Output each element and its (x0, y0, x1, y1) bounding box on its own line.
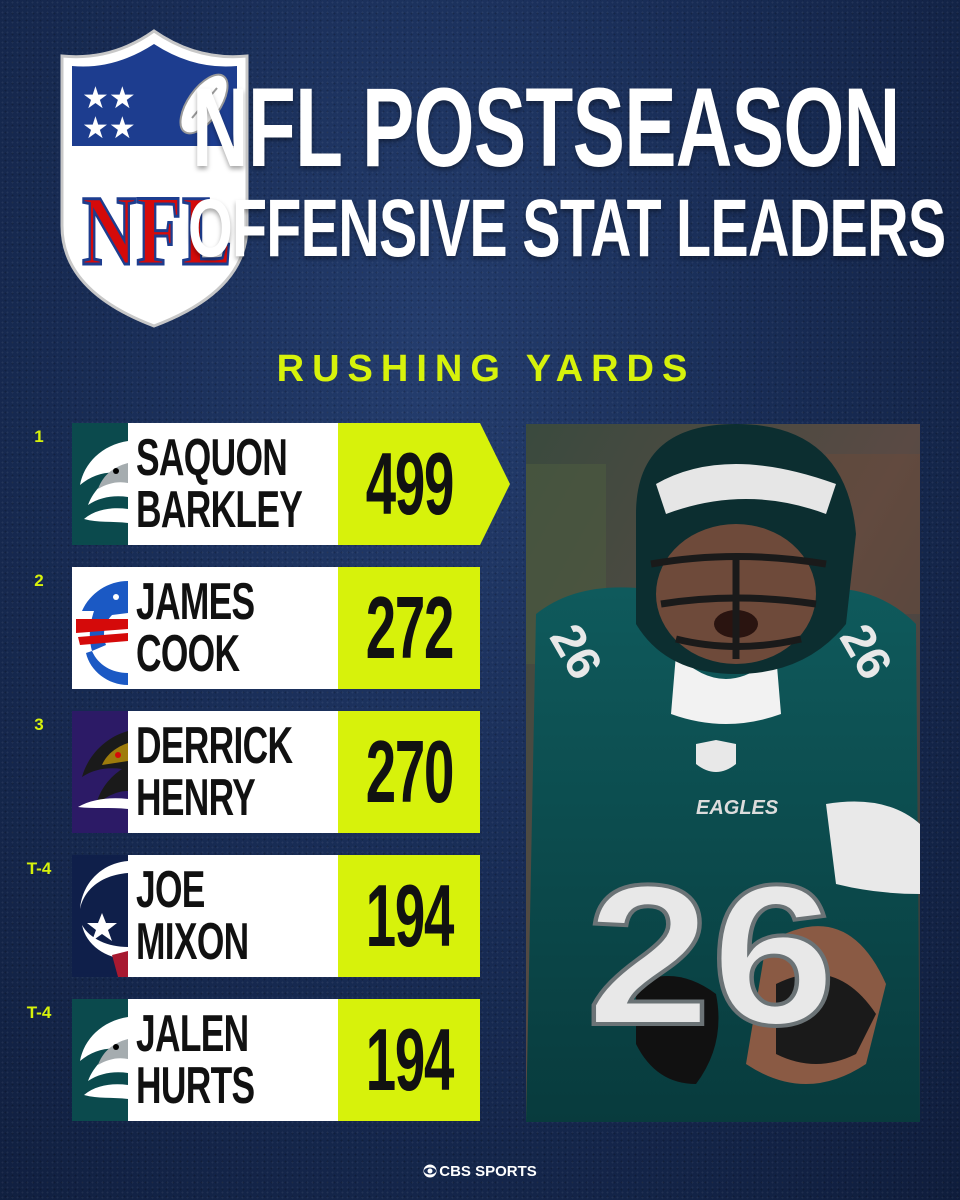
rank-label: T-4 (26, 1003, 52, 1022)
leader-row-5: T-4 JALEN HURTS 194 (0, 999, 520, 1121)
section-title: RUSHING YARDS (276, 348, 696, 390)
yards-value-box: 194 (338, 855, 480, 977)
yards-value: 499 (365, 434, 454, 533)
leader-row-2: 2 JAMES COOK 272 (0, 567, 520, 689)
jersey-text: EAGLES (696, 797, 779, 819)
player-photo: EAGLES 26 26 26 (526, 424, 920, 1122)
svg-text:★★: ★★ (82, 81, 136, 116)
yards-value: 270 (365, 722, 454, 821)
player-first-name: DERRICK (136, 717, 293, 775)
player-name: JAMES COOK (128, 567, 338, 689)
svg-text:★★: ★★ (82, 111, 136, 146)
yards-value-box: 499 (338, 423, 480, 545)
yards-value-box: 194 (338, 999, 480, 1121)
page-title-line2: OFFENSIVE STAT LEADERS (188, 183, 946, 274)
rank-label: 3 (34, 715, 44, 734)
player-last-name: MIXON (136, 913, 249, 971)
yards-value: 194 (365, 866, 454, 965)
texans-logo-icon (72, 855, 128, 977)
player-first-name: JOE (136, 861, 205, 919)
bills-logo-icon (72, 567, 128, 689)
player-first-name: JAMES (136, 573, 255, 631)
leader-arrow-icon (480, 423, 510, 545)
player-last-name: COOK (136, 625, 240, 683)
player-last-name: BARKLEY (136, 481, 303, 539)
player-name: SAQUON BARKLEY (128, 423, 338, 545)
eagles-logo-icon (72, 999, 128, 1121)
yards-value: 194 (365, 1010, 454, 1109)
player-name: JOE MIXON (128, 855, 338, 977)
player-name: JALEN HURTS (128, 999, 338, 1121)
leader-row-1: 1 SAQUON BARKLEY 499 (0, 423, 520, 545)
yards-value-box: 270 (338, 711, 480, 833)
yards-value: 272 (365, 578, 454, 677)
nfl-shield-logo: ★★ ★★ NFL (60, 29, 249, 328)
rank-label: 2 (34, 571, 44, 590)
yards-value-box: 272 (338, 567, 480, 689)
player-first-name: SAQUON (136, 429, 288, 487)
player-name: DERRICK HENRY (128, 711, 338, 833)
leader-row-4: T-4 JOE MIXON 194 (0, 855, 520, 977)
player-last-name: HURTS (136, 1057, 255, 1115)
leader-row-3: 3 DERRICK HENRY 270 (0, 711, 520, 833)
nfl-logo-letters: NFL (82, 175, 232, 286)
cbs-eye-icon (423, 1164, 437, 1178)
eagles-logo-icon (72, 423, 128, 545)
player-last-name: HENRY (136, 769, 256, 827)
footer-brand-text: CBS SPORTS (439, 1163, 537, 1180)
jersey-number: 26 (586, 844, 836, 1067)
player-first-name: JALEN (136, 1005, 249, 1063)
rank-label: 1 (34, 427, 44, 446)
rank-label: T-4 (26, 859, 52, 878)
footer-brand: CBS SPORTS (0, 1163, 960, 1180)
page-title-line1: NFL POSTSEASON (192, 65, 900, 190)
ravens-logo-icon (72, 711, 128, 833)
